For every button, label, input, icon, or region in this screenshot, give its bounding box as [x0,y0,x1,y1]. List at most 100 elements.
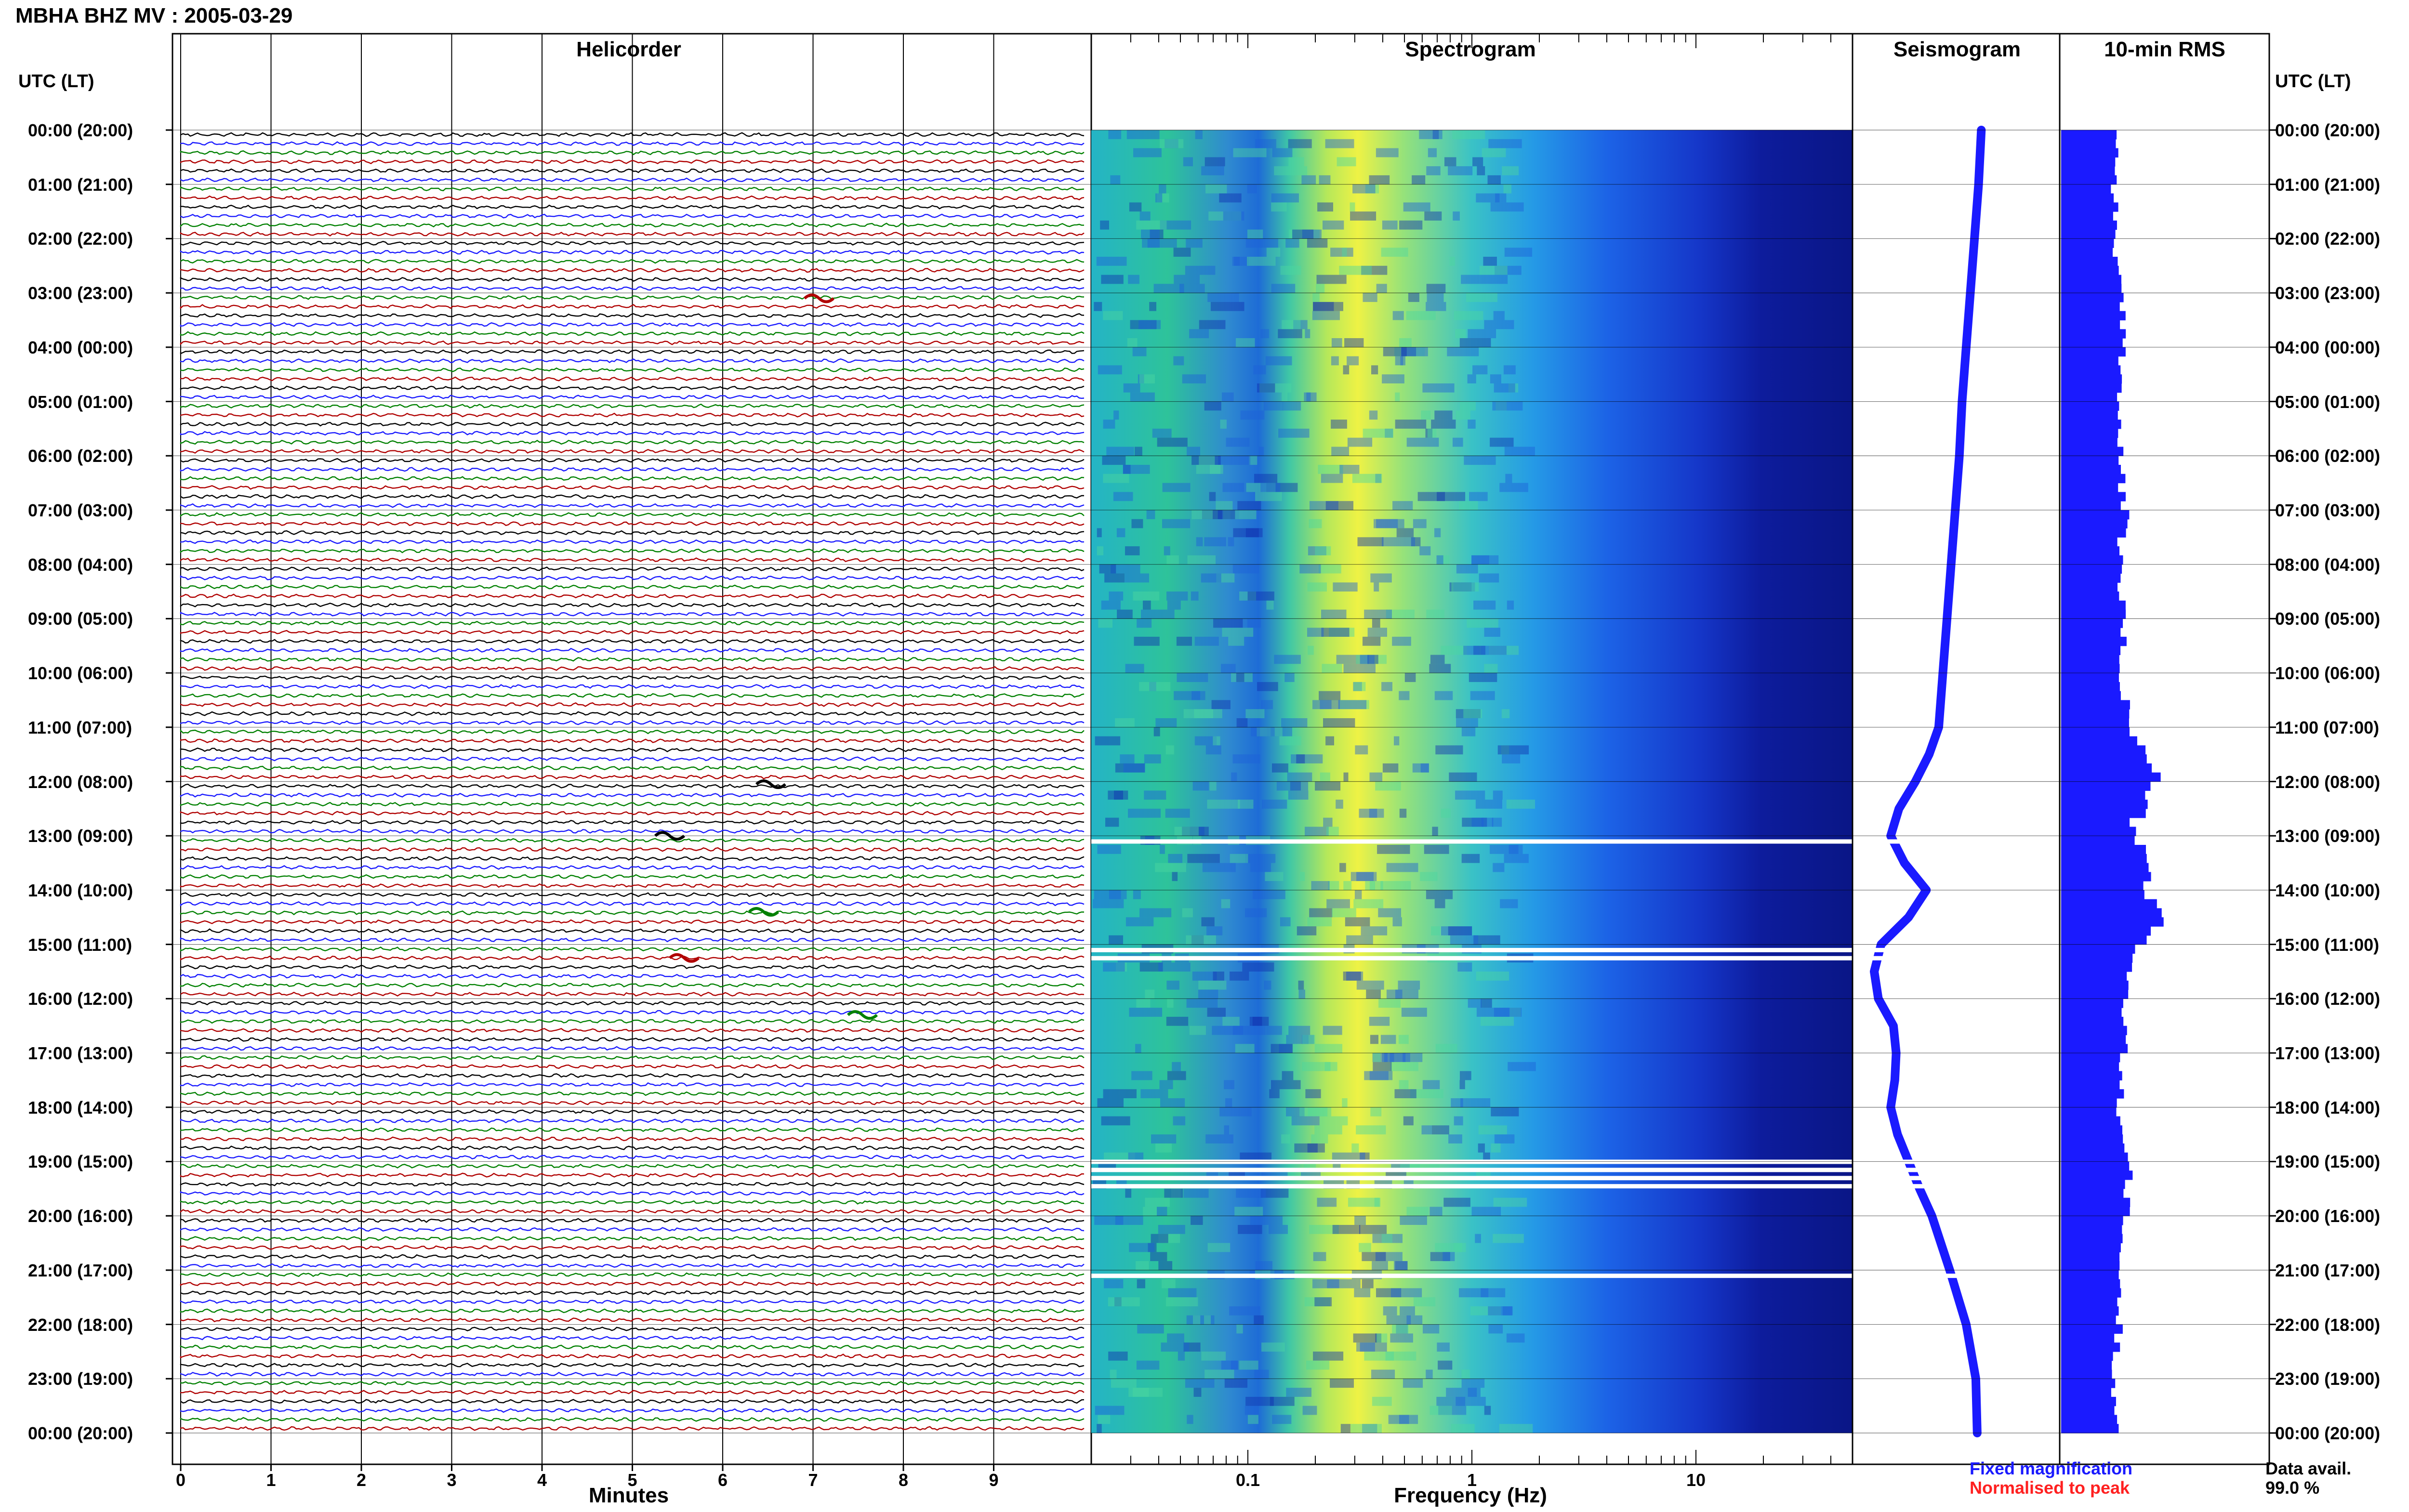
helicorder-trace [180,1010,1085,1015]
helicorder-trace [180,647,1085,653]
spectrogram-streak [1332,1225,1361,1234]
spectrogram-streak [1187,447,1200,456]
spectrogram-streak [1125,917,1154,927]
rms-bar [2061,157,2116,167]
helicorder-trace [180,1417,1085,1422]
minute-tick-label: 3 [447,1470,457,1490]
spectrogram-streak [1117,609,1133,619]
spectrogram-streak [1505,473,1512,483]
spectrogram-streak [1097,528,1102,538]
helicorder-trace [180,304,1085,310]
spectrogram-streak [1388,1415,1409,1424]
spectrogram-streak [1263,401,1283,411]
helicorder-trace [180,1091,1085,1096]
spectrogram-streak [1103,473,1129,483]
time-tick-label-right: 07:00 (03:00) [2275,500,2381,520]
spectrogram-streak [1166,592,1188,601]
spectrogram-streak [1337,157,1356,167]
spectrogram-streak [1323,1026,1342,1035]
spectrogram-streak [1115,962,1127,972]
spectrogram-streak [1367,655,1378,664]
rms-bar [2061,1062,2119,1072]
rms-bar [2061,1143,2125,1153]
rms-title: 10-min RMS [2104,38,2225,61]
spectrogram-streak [1480,1016,1514,1026]
spectrogram-streak [1493,863,1505,872]
time-tick-label-right: 00:00 (20:00) [2275,120,2381,140]
rms-bar [2061,220,2117,230]
spectrogram-streak [1271,202,1287,212]
spectrogram-streak [1435,1243,1466,1252]
spectrogram-streak [1138,320,1161,329]
spectrogram-panel [1090,33,1853,1465]
spectrogram-streak [1309,908,1333,918]
spectrogram-streak [1314,1125,1342,1135]
spectrogram-streak [1432,130,1439,139]
spectrogram-streak [1186,1315,1215,1325]
spectrogram-streak [1162,519,1191,528]
spectrogram-streak [1110,175,1121,184]
spectrogram-streak [1266,483,1298,492]
spectrogram-streak [1238,800,1254,809]
rms-bar [2061,473,2126,484]
rms-bar [2061,1396,2116,1407]
spectrogram-streak [1489,645,1519,655]
spectrogram-streak [1362,1252,1386,1262]
time-tick-label-left: 22:00 (18:00) [28,1315,133,1335]
spectrogram-streak [1434,899,1445,908]
spectrogram-streak [1331,338,1342,347]
spectrogram-streak [1185,1379,1215,1388]
spectrogram-streak [1279,736,1301,746]
spectrogram-streak [1470,1306,1501,1315]
time-tick-label-right: 20:00 (16:00) [2275,1206,2381,1226]
time-tick-label-left: 20:00 (16:00) [28,1206,133,1226]
spectrogram-streak [1404,673,1416,682]
spectrogram-streak [1401,1008,1427,1017]
spectrogram-streak [1224,1379,1248,1388]
spectrogram-streak [1369,410,1378,420]
spectrogram-streak [1092,899,1124,908]
spectrogram-streak [1507,600,1514,610]
spectrogram-streak [1226,437,1250,447]
minute-tick-label: 2 [356,1470,367,1490]
rms-bar [2061,383,2122,393]
spectrogram-streak [1260,700,1273,710]
helicorder-trace [180,1399,1085,1404]
rms-bar [2061,184,2111,194]
rms-bar [2061,1415,2118,1424]
spectrogram-streak [1192,972,1217,981]
spectrogram-streak [1185,265,1216,275]
rms-bar [2061,456,2119,465]
spectrogram-streak [1198,989,1218,999]
helicorder-trace [180,394,1085,400]
helicorder-trace [180,1371,1085,1377]
spectrogram-streak [1390,1062,1418,1071]
spectrogram-streak [1216,573,1235,583]
spectrogram-streak [1231,1360,1238,1370]
rms-bar [2061,1324,2123,1334]
spectrogram-streak [1098,618,1112,628]
spectrogram-streak [1228,636,1244,646]
helicorder-trace [180,1335,1085,1341]
spectrogram-streak [1174,827,1199,836]
spectrogram-streak [1446,1388,1477,1397]
spectrogram-streak [1493,1234,1524,1243]
spectrogram-streak [1342,1098,1348,1107]
spectrogram-streak [1186,999,1218,1008]
spectrogram-streak [1108,1297,1140,1306]
helicorder-trace [180,955,1085,960]
rms-bar [2061,139,2116,149]
spectrogram-streak [1453,1243,1462,1252]
spectrogram-streak [1463,645,1480,655]
spectrogram-streak [1395,356,1403,366]
rms-bar [2061,265,2119,276]
rms-bar [2061,962,2132,972]
helicorder-trace [180,720,1085,725]
spectrogram-streak [1456,718,1478,727]
spectrogram-streak [1343,664,1376,673]
helicorder-trace [180,983,1085,988]
helicorder-trace [180,892,1085,897]
spectrogram-streak [1288,790,1309,800]
spectrogram-streak [1186,935,1216,945]
spectrogram-streak [1320,772,1330,782]
